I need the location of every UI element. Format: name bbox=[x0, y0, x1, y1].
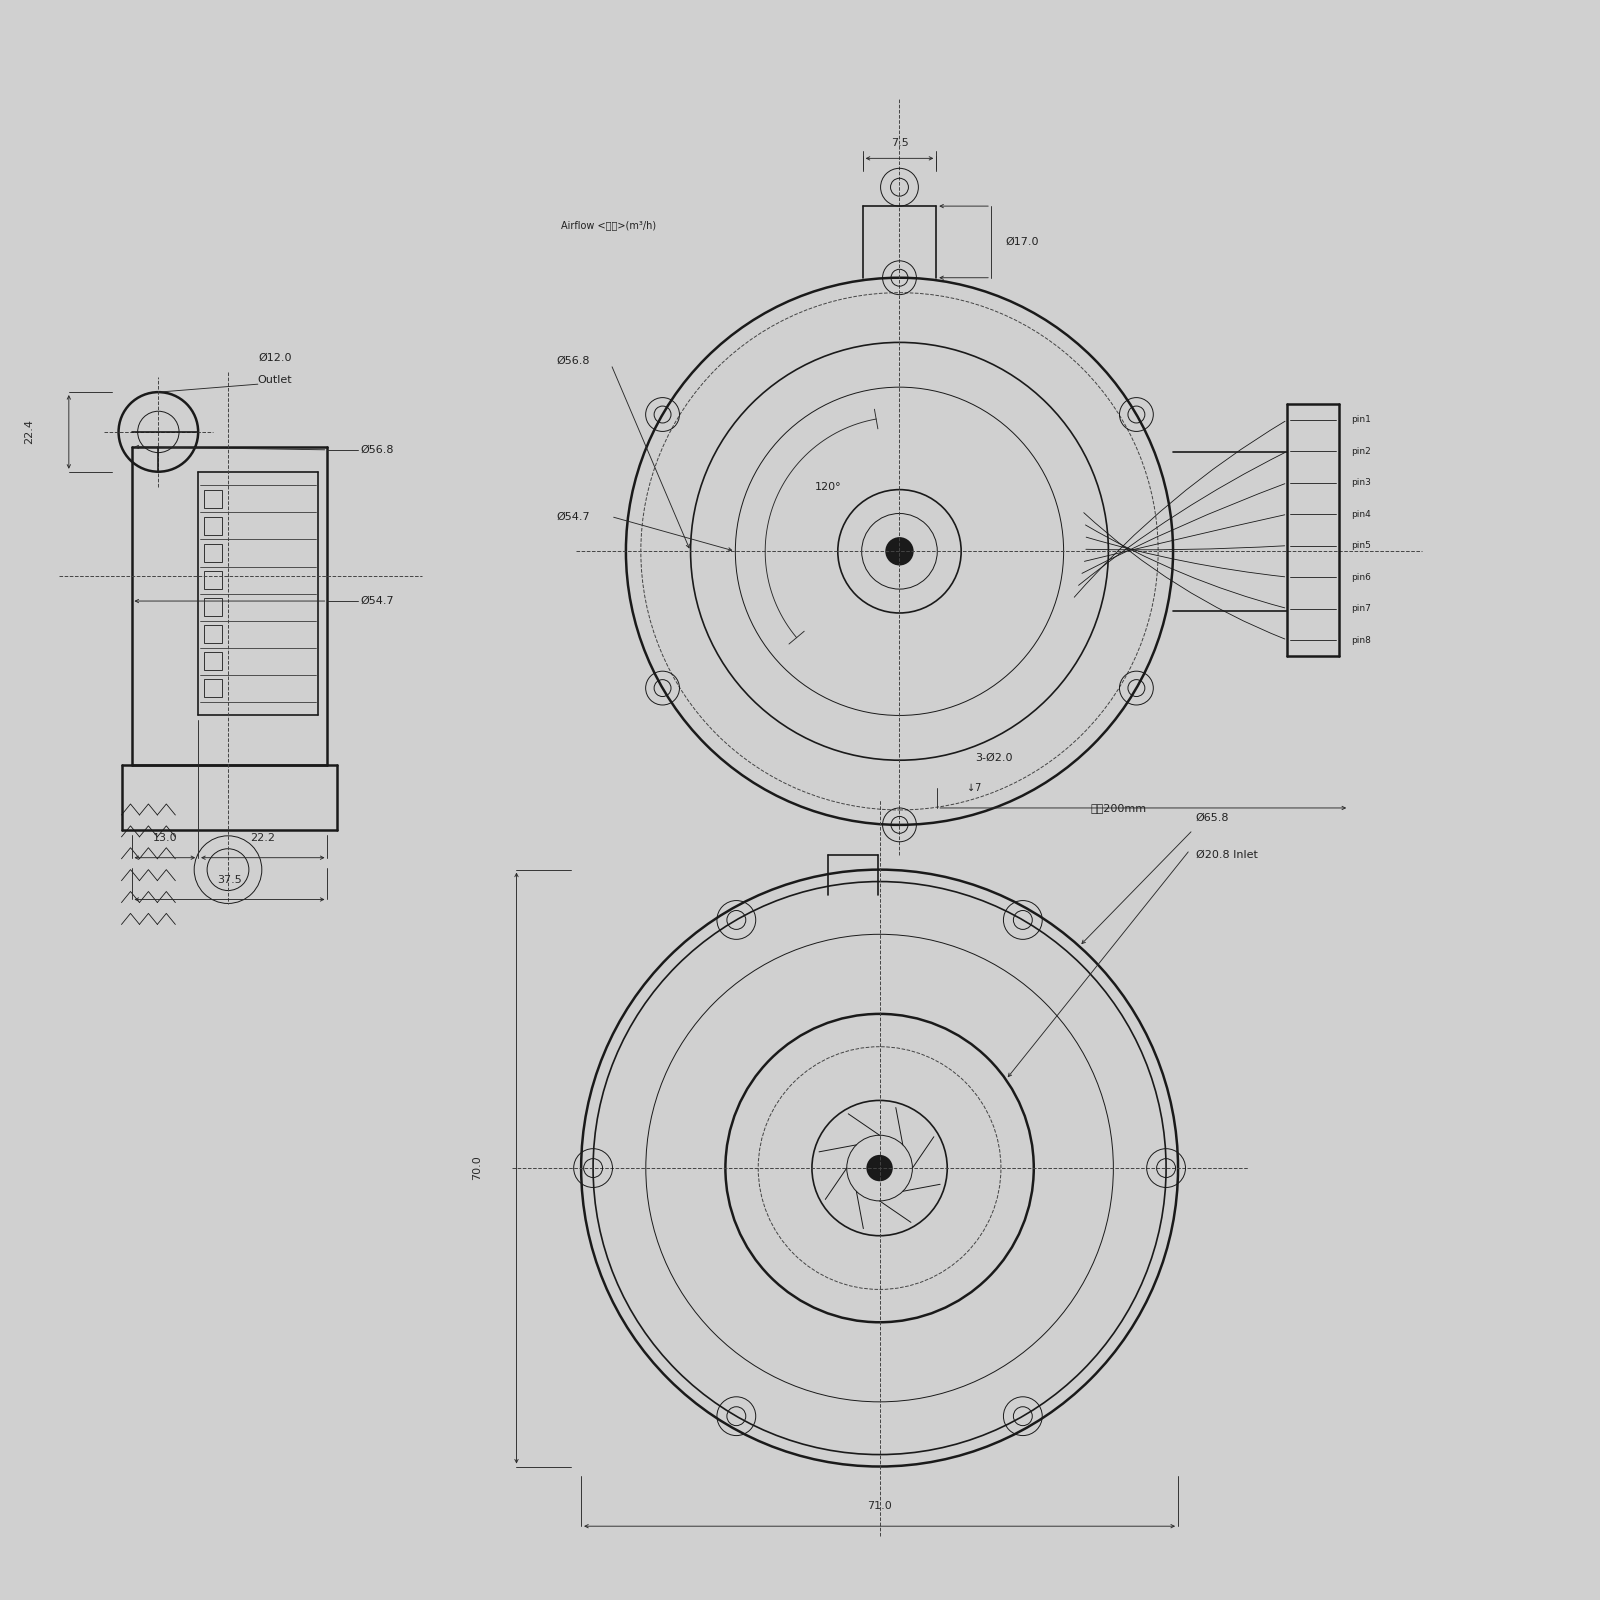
Text: pin8: pin8 bbox=[1350, 635, 1371, 645]
Text: Ø20.8 Inlet: Ø20.8 Inlet bbox=[1195, 850, 1258, 859]
Bar bbox=[205, 517, 222, 534]
Text: Ø12.0: Ø12.0 bbox=[258, 352, 291, 362]
Bar bbox=[205, 598, 222, 616]
Circle shape bbox=[867, 1157, 891, 1181]
Text: 线长200mm: 线长200mm bbox=[1090, 803, 1146, 813]
Text: Ø17.0: Ø17.0 bbox=[1006, 237, 1040, 246]
Text: Ø56.8: Ø56.8 bbox=[557, 355, 590, 365]
Bar bbox=[205, 626, 222, 643]
Bar bbox=[205, 653, 222, 670]
Text: pin5: pin5 bbox=[1350, 541, 1371, 550]
Text: pin1: pin1 bbox=[1350, 416, 1371, 424]
Text: pin3: pin3 bbox=[1350, 478, 1371, 488]
Text: ↓7: ↓7 bbox=[966, 782, 981, 794]
Bar bbox=[205, 680, 222, 698]
Text: Outlet: Outlet bbox=[258, 374, 293, 386]
Text: 7.5: 7.5 bbox=[891, 139, 909, 149]
Text: Airflow <流量>(m³/h): Airflow <流量>(m³/h) bbox=[562, 221, 656, 230]
Text: 22.2: 22.2 bbox=[250, 832, 275, 843]
Bar bbox=[205, 571, 222, 589]
Text: 71.0: 71.0 bbox=[867, 1501, 891, 1512]
Text: 22.4: 22.4 bbox=[24, 419, 34, 445]
Text: Ø65.8: Ø65.8 bbox=[1195, 813, 1229, 822]
Bar bbox=[205, 544, 222, 562]
Text: 37.5: 37.5 bbox=[218, 875, 242, 885]
Text: 70.0: 70.0 bbox=[472, 1155, 482, 1181]
Text: pin2: pin2 bbox=[1350, 446, 1371, 456]
Text: 3-Ø2.0: 3-Ø2.0 bbox=[976, 754, 1013, 763]
Text: Ø54.7: Ø54.7 bbox=[557, 512, 590, 522]
Text: Ø54.7: Ø54.7 bbox=[360, 597, 394, 606]
Text: pin6: pin6 bbox=[1350, 573, 1371, 582]
Text: 13.0: 13.0 bbox=[152, 832, 178, 843]
Bar bbox=[205, 490, 222, 507]
Text: 120°: 120° bbox=[814, 482, 842, 491]
Text: pin7: pin7 bbox=[1350, 605, 1371, 613]
Text: pin4: pin4 bbox=[1350, 510, 1371, 518]
Text: Ø56.8: Ø56.8 bbox=[360, 445, 394, 454]
Circle shape bbox=[886, 538, 912, 565]
